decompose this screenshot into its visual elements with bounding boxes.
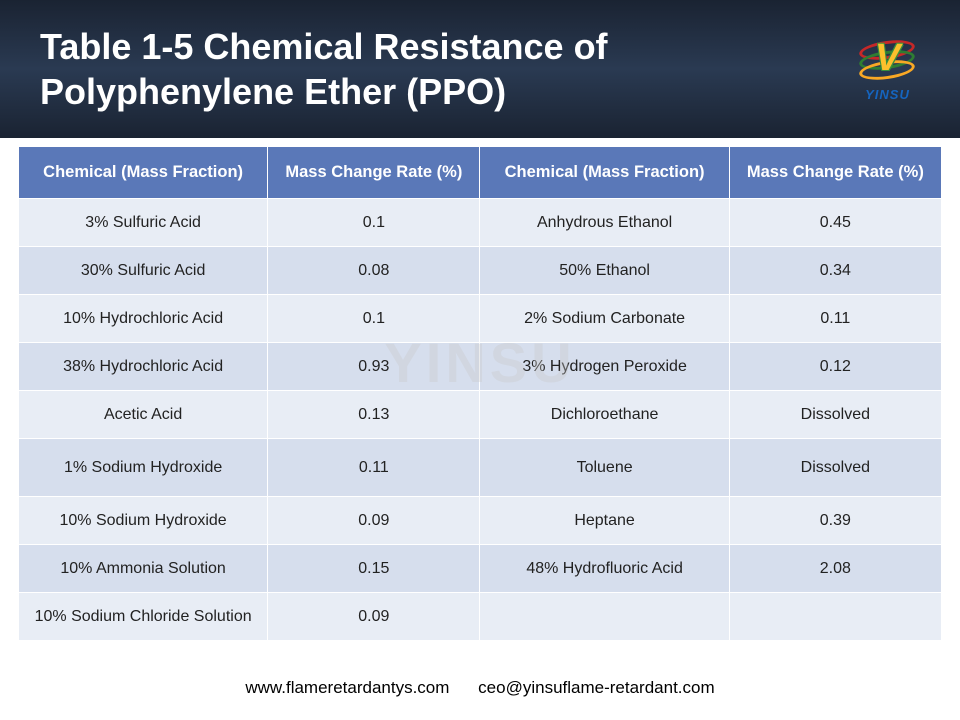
table-row: 30% Sulfuric Acid0.0850% Ethanol0.34 <box>19 247 942 295</box>
table-cell: 10% Ammonia Solution <box>19 545 268 593</box>
table-cell: 3% Sulfuric Acid <box>19 199 268 247</box>
table-row: 38% Hydrochloric Acid0.933% Hydrogen Per… <box>19 343 942 391</box>
footer-website: www.flameretardantys.com <box>245 678 449 697</box>
table-cell: 1% Sodium Hydroxide <box>19 439 268 497</box>
table-cell: Heptane <box>480 497 729 545</box>
header-row: Chemical (Mass Fraction) Mass Change Rat… <box>19 147 942 199</box>
table-cell: 0.15 <box>268 545 480 593</box>
table-cell: 0.13 <box>268 391 480 439</box>
table-cell: 3% Hydrogen Peroxide <box>480 343 729 391</box>
table-head: Chemical (Mass Fraction) Mass Change Rat… <box>19 147 942 199</box>
table-cell: 0.39 <box>729 497 941 545</box>
table-cell <box>729 593 941 641</box>
table-cell: Dissolved <box>729 391 941 439</box>
table-cell: 0.08 <box>268 247 480 295</box>
table-row: 1% Sodium Hydroxide0.11TolueneDissolved <box>19 439 942 497</box>
header-bar: Table 1-5 Chemical Resistance of Polyphe… <box>0 0 960 138</box>
table-cell: Acetic Acid <box>19 391 268 439</box>
table-cell: 10% Sodium Chloride Solution <box>19 593 268 641</box>
table-cell: Dichloroethane <box>480 391 729 439</box>
col-header: Chemical (Mass Fraction) <box>19 147 268 199</box>
table-cell: 2% Sodium Carbonate <box>480 295 729 343</box>
table-row: 10% Sodium Hydroxide0.09Heptane0.39 <box>19 497 942 545</box>
brand-logo: V YINSU <box>840 29 935 109</box>
logo-text: YINSU <box>865 87 910 102</box>
logo-mark: V <box>853 37 923 85</box>
table-cell: Anhydrous Ethanol <box>480 199 729 247</box>
table-cell: 48% Hydrofluoric Acid <box>480 545 729 593</box>
page-title: Table 1-5 Chemical Resistance of Polyphe… <box>40 24 930 114</box>
logo-letter: V <box>875 39 900 77</box>
table-cell: 10% Hydrochloric Acid <box>19 295 268 343</box>
table-container: Chemical (Mass Fraction) Mass Change Rat… <box>0 138 960 641</box>
table-cell: 38% Hydrochloric Acid <box>19 343 268 391</box>
table-cell: 0.09 <box>268 593 480 641</box>
table-cell: 0.12 <box>729 343 941 391</box>
table-cell: 0.1 <box>268 295 480 343</box>
table-body: 3% Sulfuric Acid0.1Anhydrous Ethanol0.45… <box>19 199 942 641</box>
table-cell: 0.93 <box>268 343 480 391</box>
col-header: Chemical (Mass Fraction) <box>480 147 729 199</box>
chemical-resistance-table: Chemical (Mass Fraction) Mass Change Rat… <box>18 146 942 641</box>
table-cell: 0.34 <box>729 247 941 295</box>
table-cell: 30% Sulfuric Acid <box>19 247 268 295</box>
table-cell: Toluene <box>480 439 729 497</box>
table-row: 3% Sulfuric Acid0.1Anhydrous Ethanol0.45 <box>19 199 942 247</box>
table-row: 10% Sodium Chloride Solution0.09 <box>19 593 942 641</box>
table-cell <box>480 593 729 641</box>
table-cell: 0.11 <box>268 439 480 497</box>
table-row: 10% Ammonia Solution0.1548% Hydrofluoric… <box>19 545 942 593</box>
col-header: Mass Change Rate (%) <box>729 147 941 199</box>
table-cell: 0.45 <box>729 199 941 247</box>
table-cell: 50% Ethanol <box>480 247 729 295</box>
table-cell: 0.11 <box>729 295 941 343</box>
table-row: Acetic Acid0.13DichloroethaneDissolved <box>19 391 942 439</box>
table-cell: Dissolved <box>729 439 941 497</box>
table-cell: 0.1 <box>268 199 480 247</box>
footer-email: ceo@yinsuflame-retardant.com <box>478 678 714 697</box>
footer: www.flameretardantys.com ceo@yinsuflame-… <box>0 678 960 698</box>
table-cell: 0.09 <box>268 497 480 545</box>
col-header: Mass Change Rate (%) <box>268 147 480 199</box>
table-cell: 10% Sodium Hydroxide <box>19 497 268 545</box>
table-row: 10% Hydrochloric Acid0.12% Sodium Carbon… <box>19 295 942 343</box>
table-cell: 2.08 <box>729 545 941 593</box>
